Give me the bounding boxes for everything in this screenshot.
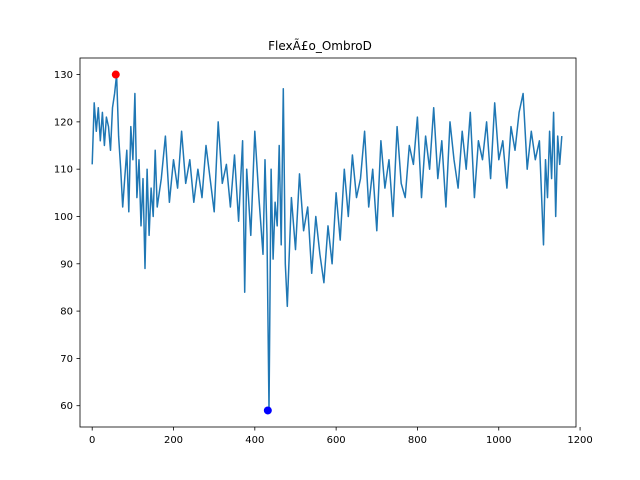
x-tick-label: 600 bbox=[327, 435, 346, 446]
y-tick-label: 130 bbox=[54, 70, 73, 81]
y-tick-label: 120 bbox=[54, 117, 73, 128]
min-point-marker bbox=[263, 406, 272, 415]
x-tick-label: 1000 bbox=[486, 435, 511, 446]
y-tick-label: 90 bbox=[60, 259, 73, 270]
max-point-marker bbox=[111, 70, 120, 79]
x-tick-label: 1200 bbox=[567, 435, 592, 446]
series-line-0 bbox=[91, 73, 563, 412]
x-tick-label: 400 bbox=[245, 435, 264, 446]
x-tick-label: 800 bbox=[408, 435, 427, 446]
x-tick-label: 200 bbox=[164, 435, 183, 446]
y-tick-label: 110 bbox=[54, 165, 73, 176]
y-tick-label: 60 bbox=[60, 401, 73, 412]
y-tick-label: 100 bbox=[54, 212, 73, 223]
y-tick-label: 70 bbox=[60, 354, 73, 365]
x-tick-label: 0 bbox=[89, 435, 95, 446]
chart-title: FlexÃ£o_OmbroD bbox=[268, 38, 372, 53]
axes-frame bbox=[79, 57, 577, 428]
y-tick-label: 80 bbox=[60, 307, 73, 318]
plot-area: 0 200 400 600 800 1000 1200 60 70 80 90 100 110 120 13… bbox=[54, 57, 593, 446]
